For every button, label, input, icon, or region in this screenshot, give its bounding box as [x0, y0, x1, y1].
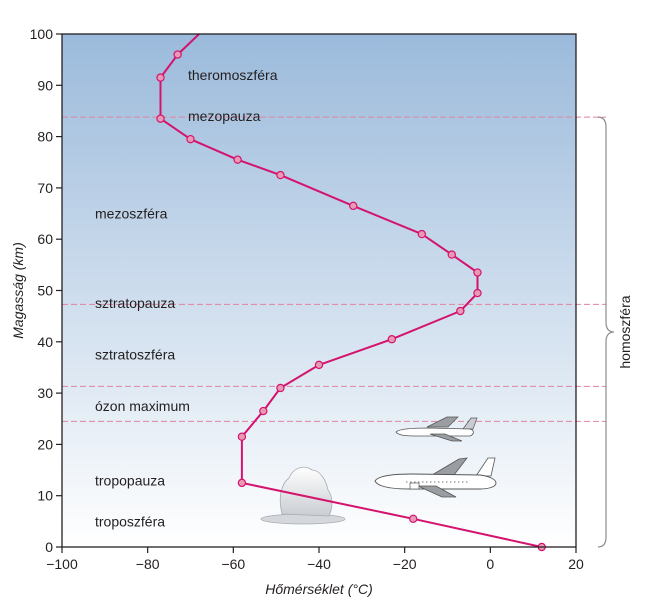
data-point: [349, 201, 358, 211]
x-tick-label: −20: [393, 556, 417, 572]
large-airplane-icon: [374, 457, 497, 498]
data-point: [233, 155, 242, 164]
x-tick-label: −60: [221, 556, 245, 572]
layer-label: mezopauza: [188, 108, 261, 124]
data-point: [259, 406, 268, 416]
data-point: [473, 288, 482, 298]
layer-labels: theromoszféra mezopauza mezoszféra sztratop…: [95, 67, 278, 529]
y-tick-label: 10: [37, 488, 53, 504]
x-axis-title: Hőmérséklet (°C): [265, 581, 373, 597]
plot-background: [62, 34, 576, 547]
x-tick-label: 20: [568, 556, 584, 572]
layer-label: troposzféra: [95, 513, 165, 529]
y-tick-label: 70: [37, 180, 53, 196]
data-point: [156, 73, 165, 82]
cloud-icon: [260, 466, 346, 525]
y-tick-label: 30: [37, 385, 53, 401]
layer-label: ózon maximum: [95, 398, 190, 414]
data-point: [276, 383, 285, 393]
illustrations: [260, 416, 497, 525]
y-tick-label: 50: [37, 283, 53, 299]
y-tick-label: 90: [37, 77, 53, 93]
data-point: [173, 50, 182, 59]
small-airplane-icon: [395, 416, 478, 442]
brace-label: homoszféra: [617, 295, 633, 368]
y-tick-label: 0: [45, 539, 53, 555]
data-line-series: [156, 33, 546, 552]
x-tick-label: 0: [486, 556, 494, 572]
data-point: [417, 229, 426, 239]
layer-label: sztratopauza: [95, 295, 175, 311]
y-tick-label: 20: [37, 436, 53, 452]
data-point: [156, 114, 165, 123]
y-tick-label: 60: [37, 231, 53, 247]
brace: [597, 116, 615, 548]
y-tick-label: 40: [37, 334, 53, 350]
x-tick-label: −80: [136, 556, 160, 572]
x-tick-label: −100: [46, 556, 78, 572]
data-point: [447, 250, 456, 259]
homosphere-brace: homoszféra: [597, 116, 633, 548]
y-tick-label: 100: [30, 26, 54, 42]
axes: −100 −80 −60 −40 −20 0 20 0 10 20 30 40 50 60 70 80 90 10…: [10, 26, 584, 597]
y-tick-label: 80: [37, 129, 53, 145]
y-axis-title: Magasság (km): [10, 242, 26, 338]
data-point: [456, 306, 465, 316]
layer-label: sztratoszféra: [95, 347, 175, 363]
data-point: [237, 432, 247, 441]
data-point: [237, 478, 247, 488]
data-point: [314, 360, 324, 370]
x-tick-label: −40: [307, 556, 331, 572]
reference-lines: [62, 116, 606, 422]
data-point: [473, 268, 482, 277]
data-point: [387, 335, 397, 344]
layer-label: tropopauza: [95, 472, 165, 488]
layer-label: mezoszféra: [95, 206, 168, 222]
data-point: [276, 170, 285, 180]
layer-label: theromoszféra: [188, 67, 278, 83]
data-point: [186, 134, 195, 144]
data-point: [409, 514, 418, 523]
